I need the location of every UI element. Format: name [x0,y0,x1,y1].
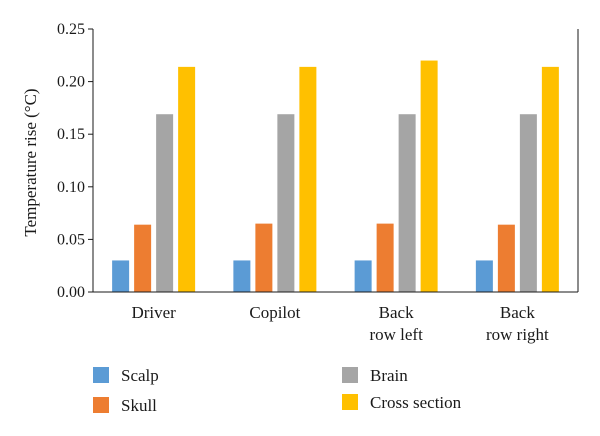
bar-brain-1 [277,114,295,292]
bar-skull-0 [134,224,152,292]
bar-cross-section-1 [299,66,317,292]
bar-scalp-0 [112,260,130,292]
x-category-label: Back row left [369,303,423,344]
x-axis-category-labels: Driver Copilot Back row left Back row right [131,303,549,344]
bar-scalp-2 [354,260,372,292]
bar-scalp-3 [475,260,493,292]
legend: Scalp Skull Brain Cross section [93,366,462,415]
axes [92,29,579,293]
legend-label-skull: Skull [121,396,157,415]
x-category-label: Copilot [249,303,300,322]
x-category-label-line: row right [486,325,549,344]
y-axis-ticks: 0.00 0.05 0.10 0.15 0.20 0.25 [57,21,93,301]
legend-label-cross-section: Cross section [370,393,462,412]
x-category-label-line: Driver [131,303,176,322]
legend-label-brain: Brain [370,366,408,385]
bar-scalp-1 [233,260,251,292]
y-axis-title: Temperature rise (°C) [21,88,40,236]
bar-marks [112,60,559,293]
legend-swatch-brain [342,367,358,383]
legend-swatch-scalp [93,367,109,383]
x-category-label-line: Back [500,303,535,322]
x-category-label-line: row left [369,325,423,344]
bar-skull-3 [497,224,515,292]
y-tick-label: 0.20 [57,74,85,91]
x-category-label-line: Copilot [249,303,300,322]
bar-brain-0 [156,114,174,292]
legend-swatch-cross-section [342,394,358,410]
x-category-label: Driver [131,303,176,322]
bar-cross-section-2 [420,60,438,293]
y-tick-label: 0.00 [57,284,85,301]
bar-cross-section-3 [541,66,559,292]
x-category-label-line: Back [379,303,414,322]
bar-skull-2 [376,223,394,292]
bar-brain-3 [519,114,537,292]
bar-skull-1 [255,223,273,292]
y-tick-label: 0.05 [57,231,85,248]
y-tick-label: 0.10 [57,179,85,196]
bar-cross-section-0 [178,66,196,292]
y-tick-label: 0.25 [57,21,85,38]
y-tick-label: 0.15 [57,126,85,143]
legend-swatch-skull [93,397,109,413]
bar-brain-2 [398,114,416,292]
x-category-label: Back row right [486,303,549,344]
legend-label-scalp: Scalp [121,366,159,385]
